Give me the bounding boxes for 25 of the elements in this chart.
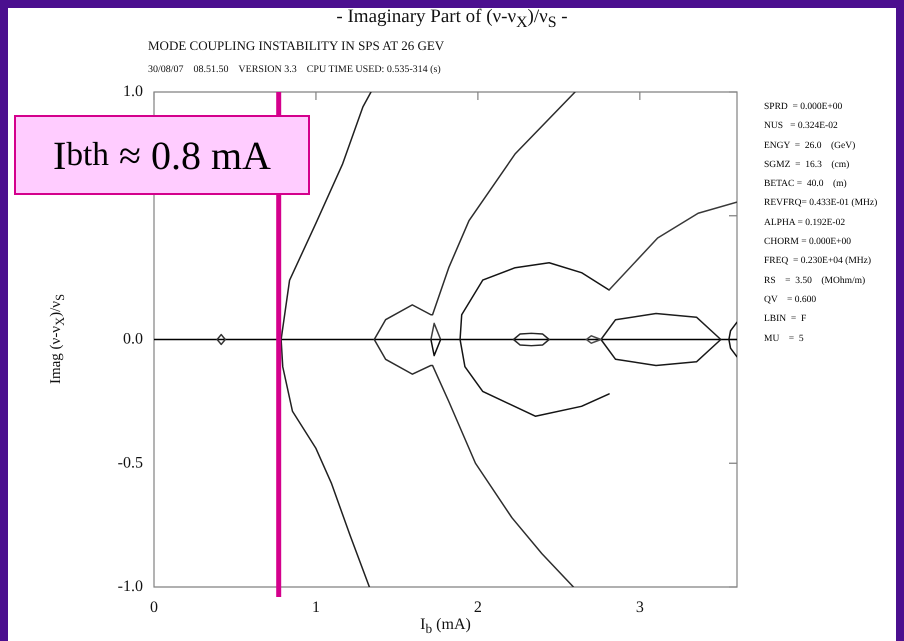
y-tick-label: -1.0 [118,578,143,596]
text: QV = 0.600 [764,294,816,305]
text: 30/08/07 08.51.50 VERSION 3.3 CPU TIME USED: 0.535-314 (s) [148,64,441,75]
text: NUS = 0.324E-02 [764,121,838,132]
y-tick-label: 1.0 [123,83,143,100]
text: MU = 5 [764,334,804,344]
x-tick-label: 1 [312,598,320,616]
text: FREQ = 0.230E+04 (MHz) [764,256,872,266]
text: LBIN = F [764,314,806,324]
x-tick-label: 2 [474,598,482,616]
x-axis-title: I$_{b}$ (mA) [419,616,472,638]
text: CHORM = 0.000E+00 [764,237,851,248]
y-tick-label: 0.0 [123,330,143,348]
text: ALPHA = 0.192E-02 [764,218,846,228]
x-tick-label: 0 [150,598,158,616]
text: SPRD = 0.000E+00 [764,102,842,112]
chart-subtitle: MODE COUPLING INSTABILITY IN SPS AT 26 GEV [148,38,444,54]
x-tick-label: 3 [636,598,644,616]
y-tick-label: -0.5 [118,454,143,472]
text: ENGY = 26.0 (GeV) [764,140,856,151]
text: BETAC = 40.0 (m) [764,179,847,190]
text: SGMZ = 16.3 (cm) [764,160,850,170]
text: RS = 3.50 (MOhm/m) [764,276,866,286]
text: REVFRQ= 0.433E-01 (MHz) [764,198,878,208]
chart-title: - Imaginary Part of (ν-ν$_{X}$)/ν$_{S}$ - [335,6,569,32]
